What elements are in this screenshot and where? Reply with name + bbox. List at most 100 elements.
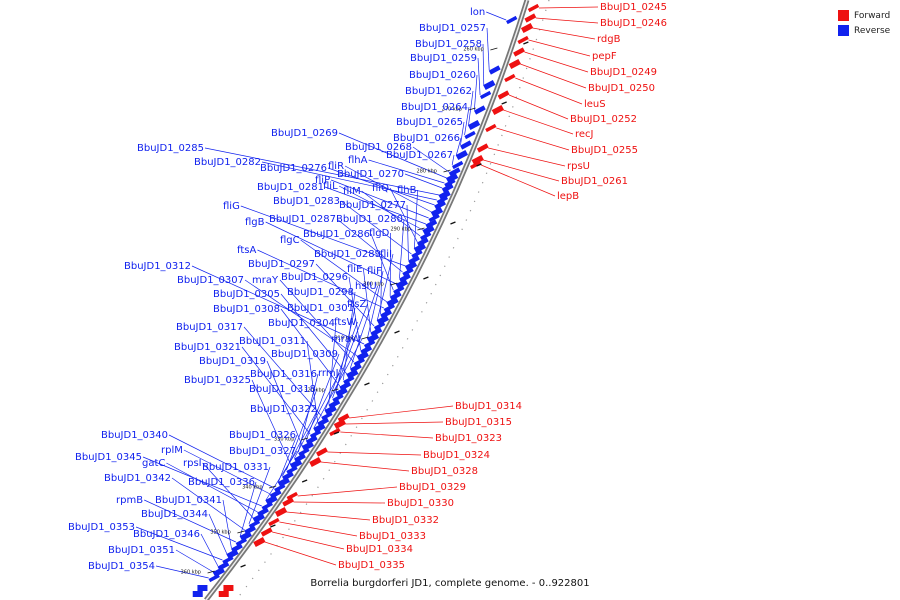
scale-tick-label: 330 kbp xyxy=(274,437,294,443)
gene-feature xyxy=(321,411,333,421)
reverse-gene-label: BbuJD1_0269 xyxy=(271,128,338,139)
forward-leader-line xyxy=(340,431,434,439)
reverse-gene-label: fliP xyxy=(315,175,330,186)
reverse-gene-label: BbuJD1_0259 xyxy=(410,53,477,64)
gene-feature xyxy=(298,447,310,457)
gene-feature xyxy=(339,381,352,391)
forward-gene-label: BbuJD1_0255 xyxy=(571,145,638,156)
reverse-gene-label: BbuJD1_0260 xyxy=(409,70,476,81)
reverse-leader-line xyxy=(324,186,426,225)
forward-gene-label: BbuJD1_0249 xyxy=(590,67,657,78)
reverse-gene-label: BbuJD1_0258 xyxy=(415,39,482,50)
gene-feature xyxy=(260,527,273,537)
reverse-leader-line xyxy=(456,137,462,156)
scale-tick xyxy=(417,227,425,231)
forward-gene-label: lepB xyxy=(557,191,579,202)
gene-feature xyxy=(422,224,435,236)
reverse-leader-line xyxy=(340,200,412,255)
gene-feature xyxy=(393,285,405,295)
track-mark xyxy=(523,41,529,45)
scale-tick xyxy=(207,570,215,574)
reverse-gene-label: BbuJD1_0341 xyxy=(155,495,222,506)
gene-feature xyxy=(309,429,322,439)
gene-feature xyxy=(208,573,220,583)
reverse-leader-line xyxy=(350,285,378,369)
forward-gene-label: BbuJD1_0250 xyxy=(588,83,655,94)
legend-reverse-label: Reverse xyxy=(854,25,891,36)
forward-leader-line xyxy=(279,521,358,537)
reverse-gene-label: ftsA xyxy=(237,245,256,256)
scale-tick-label: 310 kbp xyxy=(335,336,355,342)
gene-feature xyxy=(282,497,294,507)
reverse-gene-label: BbuJD1_0344 xyxy=(141,509,208,520)
reverse-leader-line xyxy=(368,159,445,184)
scale-tick xyxy=(443,169,451,173)
gene-feature xyxy=(408,255,420,265)
reverse-leader-line xyxy=(241,346,311,435)
gene-feature xyxy=(376,314,390,326)
reverse-gene-label: BbuJD1_0296 xyxy=(281,272,348,283)
reverse-gene-label: BbuJD1_0321 xyxy=(174,342,241,353)
reverse-gene-label: BbuJD1_0336 xyxy=(188,477,255,488)
reverse-leader-line xyxy=(486,11,507,21)
gene-feature xyxy=(317,417,330,427)
gene-feature xyxy=(363,339,376,349)
forward-swatch xyxy=(838,10,849,21)
reverse-gene-label: flgC xyxy=(280,235,300,246)
reverse-gene-label: BbuJD1_0311 xyxy=(239,336,306,347)
reverse-gene-label: BbuJD1_0322 xyxy=(250,404,317,415)
forward-leader-line xyxy=(286,511,371,521)
gene-feature xyxy=(520,22,534,34)
genome-backbone-highlight xyxy=(205,0,528,600)
gene-feature xyxy=(527,3,540,13)
reverse-leader-line xyxy=(477,57,481,96)
reverse-gene-label: BbuJD1_0312 xyxy=(124,261,191,272)
reverse-gene-label: fliQ xyxy=(372,183,389,194)
reverse-leader-line xyxy=(155,565,209,579)
gene-feature xyxy=(464,130,476,140)
gene-feature xyxy=(373,321,386,331)
gene-feature xyxy=(425,219,438,229)
gene-feature xyxy=(471,154,484,166)
reverse-gene-label: BbuJD1_0257 xyxy=(419,23,486,34)
scale-tick-label: 270 kbp xyxy=(442,107,462,113)
reverse-gene-label: BbuJD1_0326 xyxy=(229,430,296,441)
gene-feature xyxy=(289,458,303,470)
reverse-leader-line xyxy=(142,456,262,507)
forward-leader-line xyxy=(528,39,591,57)
gene-feature xyxy=(356,350,369,362)
gene-feature xyxy=(389,291,402,301)
forward-leader-line xyxy=(349,405,454,419)
reverse-gene-label: rpsI xyxy=(183,458,202,469)
forward-leader-line xyxy=(297,486,398,497)
scale-tick-label: 280 kbp xyxy=(417,169,437,175)
reverse-leader-line xyxy=(280,308,341,387)
gene-feature xyxy=(253,536,266,548)
forward-leader-line xyxy=(488,147,566,167)
reverse-gene-label: rpmB xyxy=(116,495,143,506)
gene-feature xyxy=(444,178,456,188)
reverse-gene-label: BbuJD1_0286 xyxy=(303,229,370,240)
forward-gene-label: BbuJD1_0261 xyxy=(561,176,628,187)
forward-leader-line xyxy=(345,421,444,425)
reverse-gene-label: BbuJD1_0319 xyxy=(199,356,266,367)
reverse-leader-line xyxy=(144,499,236,543)
track-mark xyxy=(364,382,370,386)
gene-feature xyxy=(286,465,298,475)
gene-feature xyxy=(448,167,461,177)
gene-feature xyxy=(265,494,278,506)
gene-feature xyxy=(436,195,449,205)
gene-feature xyxy=(420,231,432,241)
forward-leader-line xyxy=(327,451,422,456)
gene-feature xyxy=(430,206,444,218)
gene-feature xyxy=(473,105,486,115)
reverse-gene-label: fliL xyxy=(323,181,338,192)
reverse-gene-label: BbuJD1_0316 xyxy=(250,369,317,380)
forward-gene-label: rdgB xyxy=(597,34,621,45)
reverse-leader-line xyxy=(406,204,409,261)
gene-feature xyxy=(467,119,481,131)
reverse-leader-line xyxy=(294,372,340,459)
reverse-gene-label: BbuJD1_0267 xyxy=(386,150,453,161)
forward-leader-line xyxy=(496,127,570,151)
reverse-leader-line xyxy=(202,462,254,519)
